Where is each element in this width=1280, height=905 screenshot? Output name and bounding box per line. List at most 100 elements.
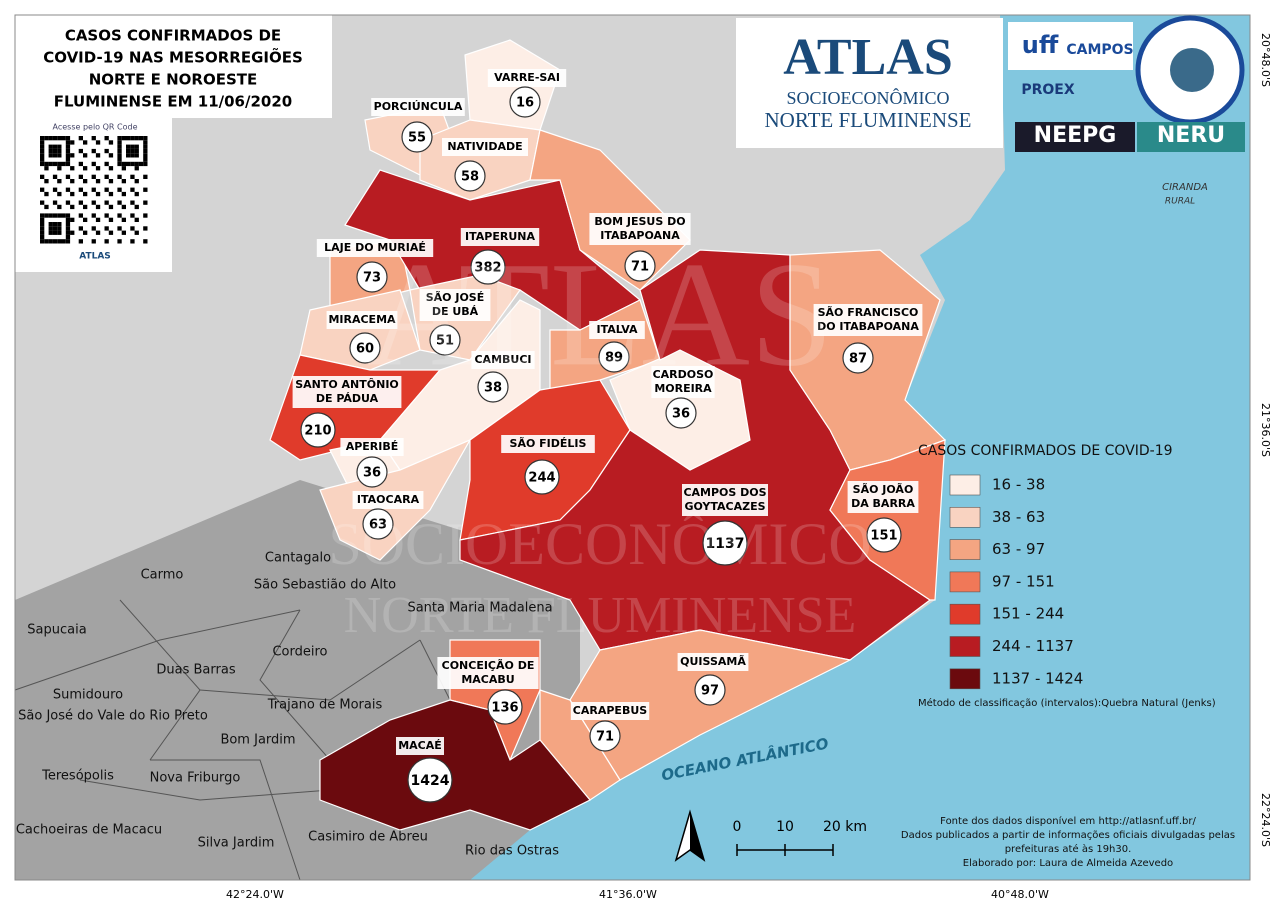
qr-cell — [52, 161, 58, 167]
qr-cell — [52, 144, 58, 149]
boundary — [79, 779, 331, 801]
qr-cell — [91, 226, 96, 231]
case-circle — [524, 459, 560, 495]
qr-cell — [143, 157, 148, 162]
qr-cell — [40, 144, 45, 149]
qr-cell — [95, 166, 101, 171]
place-name: Rio das Ostras — [465, 844, 559, 859]
place-name: Cachoeiras de Macacu — [16, 823, 162, 838]
place-name: Sumidouro — [53, 688, 123, 703]
qr-cell — [40, 222, 45, 227]
lon-label: 40°48.0'W — [991, 888, 1049, 901]
place-name: Cordeiro — [272, 645, 327, 660]
qr-cell — [83, 230, 88, 235]
qr-cell — [44, 239, 49, 244]
qr-cell — [78, 239, 83, 244]
qr-cell — [57, 153, 62, 158]
municipality-name: LAJE DO MURIAÉ — [324, 241, 426, 254]
qr-cell — [78, 136, 83, 141]
qr-cell — [40, 213, 45, 218]
case-count: 58 — [461, 170, 479, 185]
municipality-name: MACABU — [461, 673, 514, 686]
qr-cell — [65, 239, 71, 244]
qr-cell — [130, 174, 135, 179]
title: NORTE E NOROESTE — [89, 71, 258, 89]
qr-cell — [130, 239, 135, 244]
qr-cell — [130, 136, 135, 141]
neru-box — [1137, 122, 1245, 152]
case-count: 382 — [474, 261, 501, 276]
name-box — [677, 653, 749, 671]
qr-cell — [143, 140, 148, 145]
case-count: 16 — [516, 96, 534, 111]
qr-cell — [134, 204, 139, 210]
municipality-name: DO ITABAPOANA — [817, 320, 919, 333]
legend-method: Método de classificação (intervalos):Que… — [918, 697, 1216, 709]
place-name: Sapucaia — [27, 623, 86, 638]
qr-cell — [57, 204, 62, 210]
qr-cell — [121, 166, 126, 171]
qr-cell — [104, 213, 109, 218]
qr-cell — [130, 213, 135, 218]
qr-cell — [44, 213, 49, 218]
qr-cell — [117, 153, 122, 158]
municipality-name: ITALVA — [596, 323, 638, 336]
qr-cell — [91, 148, 96, 154]
neepg-logo: NEEPG — [1034, 123, 1117, 148]
qr-cell — [117, 187, 122, 192]
qr-cell — [117, 144, 122, 149]
qr-cell — [40, 153, 45, 158]
qr-cell — [130, 226, 135, 231]
qr-cell — [121, 191, 126, 197]
qr-cell — [117, 200, 122, 205]
case-count: 1137 — [706, 536, 745, 552]
qr-cell — [61, 213, 66, 218]
qr-cell — [126, 153, 131, 158]
ciranda-logo: CIRANDA — [1162, 182, 1208, 193]
name-box — [316, 239, 434, 257]
case-count: 55 — [408, 131, 426, 146]
qr-cell — [57, 179, 62, 184]
case-count: 210 — [304, 424, 331, 439]
case-circle — [866, 517, 902, 553]
qr-cell — [65, 174, 71, 179]
campos-logo: CAMPOS — [1066, 42, 1133, 58]
qr-cell — [40, 226, 45, 231]
legend-label: 16 - 38 — [992, 476, 1045, 494]
case-count: 244 — [528, 471, 555, 486]
north-arrow-half — [690, 812, 704, 860]
qr-cell — [121, 136, 126, 141]
qr-cell — [78, 148, 83, 154]
atlas-sub: NORTE FLUMINENSE — [765, 108, 972, 132]
case-count: 87 — [849, 352, 867, 367]
uff-logo: uff — [1022, 31, 1059, 59]
municipality-name: CAMBUCI — [474, 353, 531, 366]
qr-cell — [52, 230, 58, 235]
qr-cell — [91, 174, 96, 179]
qr-cell — [143, 174, 148, 179]
qr-cell — [48, 222, 53, 227]
qr-cell — [134, 148, 139, 154]
qr-cell — [48, 148, 53, 154]
case-circle — [477, 371, 509, 403]
municipality — [529, 129, 691, 291]
qr-cell — [130, 187, 135, 192]
case-count: 89 — [605, 351, 623, 366]
municipality-name: ITAOCARA — [357, 493, 420, 506]
name-box — [442, 138, 528, 156]
boundary — [419, 639, 451, 701]
municipality-name: NATIVIDADE — [447, 140, 522, 153]
qr-cell — [143, 153, 148, 158]
qr-cell — [95, 217, 101, 222]
scale-label: 20 km — [823, 819, 867, 835]
boundary — [199, 639, 421, 701]
qr-cell — [143, 200, 148, 205]
municipality-name: APERIBÉ — [346, 440, 399, 453]
qr-cell — [130, 144, 135, 149]
qr-cell — [104, 148, 109, 154]
qr-cell — [40, 157, 45, 162]
qr-cell — [83, 179, 88, 184]
qr-cell — [83, 204, 88, 210]
qr-cell — [95, 191, 101, 197]
